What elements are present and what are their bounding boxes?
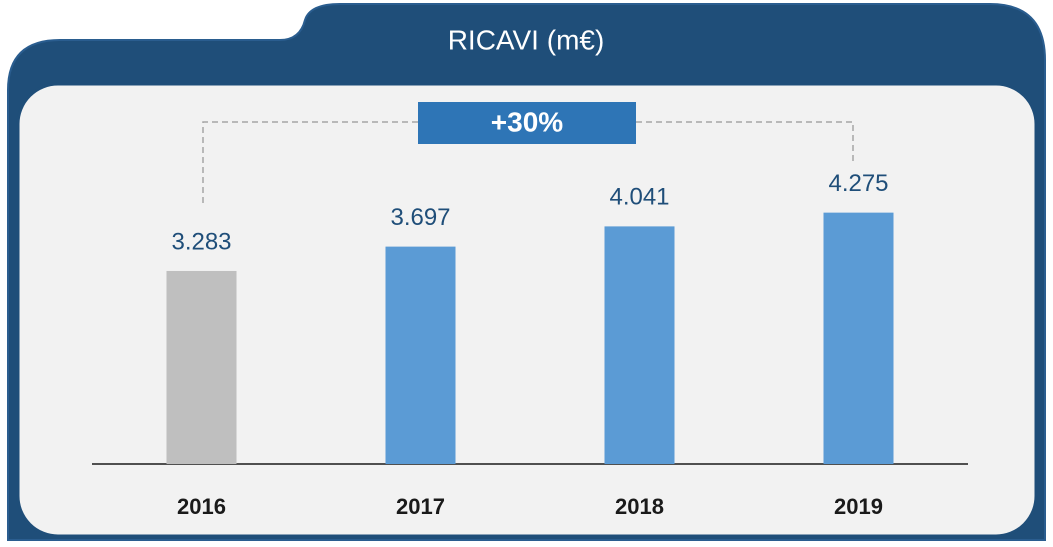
bracket xyxy=(202,121,854,203)
value-label: 4.275 xyxy=(828,170,888,197)
value-label: 4.041 xyxy=(609,184,669,211)
chart-title: RICAVI (m€) xyxy=(448,24,605,55)
panel xyxy=(16,82,1038,538)
bar xyxy=(166,270,237,464)
value-label: 3.283 xyxy=(171,228,231,255)
bar xyxy=(823,212,894,464)
value-label: 3.697 xyxy=(390,204,450,231)
annotation: +30% xyxy=(491,106,563,137)
bar xyxy=(604,226,675,464)
x-tick-label: 2017 xyxy=(396,494,445,519)
bar xyxy=(385,246,456,464)
x-tick-label: 2019 xyxy=(834,494,883,519)
annotation-box xyxy=(418,102,636,144)
x-tick-label: 2018 xyxy=(615,494,664,519)
x-tick-label: 2016 xyxy=(177,494,226,519)
